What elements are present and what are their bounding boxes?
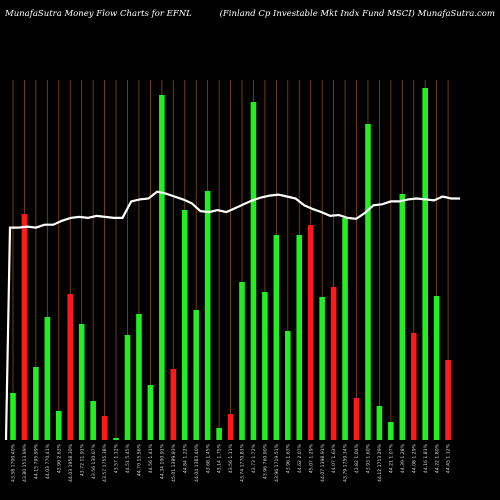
bar [422, 88, 428, 440]
bar [44, 317, 51, 440]
x-tick-label: 45.01 1389.93% [171, 443, 177, 482]
chart-title-left: MunafaSutra Money Flow Charts for EFNL [5, 9, 192, 19]
x-tick-label: 44.08 1.29% [411, 443, 417, 473]
x-tick-label: 43.58 1700.40% [11, 443, 17, 482]
bar [90, 401, 96, 440]
x-tick-label: 43.14 1.75% [217, 443, 223, 473]
bar [433, 296, 440, 440]
x-tick-label: 45.07 1.29% [308, 443, 314, 473]
x-tick-label: 44.03 770.41% [45, 443, 51, 479]
x-tick-label: 44.21 1.07% [388, 443, 394, 473]
bar [342, 218, 348, 440]
x-tick-label: 43.56 130.07% [91, 443, 97, 479]
x-tick-label: 44.51 5.45% [125, 443, 131, 473]
x-tick-label: 44.07 1.63% [331, 443, 337, 473]
bar [193, 310, 199, 440]
x-tick-label: 44.62 2.07% [297, 443, 303, 473]
bar [296, 235, 303, 440]
x-tick-label: 44.04 1383.40% [194, 443, 200, 482]
x-tick-label: 43.73 1.72% [251, 443, 257, 473]
bar [307, 225, 314, 440]
x-tick-label: 43.79 1750.34% [343, 443, 349, 482]
x-tick-label: 43.72 11.91% [79, 443, 85, 476]
bar [250, 102, 257, 440]
x-tick-label: 43.56 1.11% [228, 443, 234, 473]
bar [159, 95, 165, 440]
bar [399, 194, 406, 440]
bar [445, 360, 451, 440]
x-tick-label: 43.96 1719.51% [274, 443, 280, 482]
bar [319, 297, 325, 440]
x-tick-label: 44.15 795.99% [34, 443, 40, 479]
x-tick-label: 43.82 1.04% [354, 443, 360, 473]
x-tick-label: 44.34 100.91% [159, 443, 165, 479]
bar [285, 331, 291, 440]
bar [124, 335, 131, 440]
money-flow-line [4, 190, 460, 441]
x-tick-label: 44.45 1.12% [446, 443, 452, 473]
bar [262, 292, 268, 440]
bar [353, 398, 360, 440]
bar [67, 294, 74, 440]
x-tick-label: 43.80 1513.99% [22, 443, 28, 482]
bar [78, 324, 85, 440]
bars [10, 88, 451, 440]
x-tick-label: 44.07 1398.91% [320, 443, 326, 482]
bar [239, 282, 245, 440]
x-tick-label: 43.68 1.45% [205, 443, 211, 473]
x-tick-label: 43.93 1.60% [366, 443, 372, 473]
bar [181, 210, 188, 440]
x-tick-label: 43.96 760.90% [263, 443, 269, 479]
x-tick-label: 44.70 15.56% [137, 443, 143, 476]
x-tick-label: 44.22 1.80% [434, 443, 440, 473]
chart-title-right: (Finland Cp Investable Mkt Indx Fund MSC… [219, 9, 495, 19]
bar [56, 411, 62, 440]
x-tick-label: 43.90 2.63% [56, 443, 62, 473]
bar [227, 414, 234, 440]
bar [113, 438, 119, 440]
x-tick-label: 43.74 1770.81% [240, 443, 246, 482]
bar [10, 393, 16, 440]
bar [410, 333, 417, 440]
bar [147, 385, 154, 440]
x-tick-label: 44.39 1.28% [400, 443, 406, 473]
bar [33, 367, 39, 440]
bar [101, 416, 108, 440]
x-tick-label: 43.57 1.12% [114, 443, 120, 473]
bar [365, 124, 371, 440]
x-tick-label: 44.16 1.81% [423, 443, 429, 473]
bar [204, 191, 211, 440]
x-tick-label: 44.03 1958.30% [68, 443, 74, 482]
x-tick-label: 44.56 1.41% [148, 443, 154, 473]
bar [330, 287, 337, 440]
grid-lines [12, 80, 449, 440]
x-tick-label: 43.96 1.63% [285, 443, 291, 473]
x-tick-label: 43.57 1755.38% [102, 443, 108, 482]
x-tick-label: 44.12 1713.29% [377, 443, 383, 482]
bar [170, 369, 177, 440]
bar [21, 214, 28, 440]
x-tick-labels: 43.58 1700.40% 43.80 1513.99% 44.15 795.99… [11, 443, 452, 482]
bar [216, 428, 222, 440]
bar [388, 422, 394, 440]
bar [376, 406, 383, 440]
bar [136, 314, 142, 440]
bar [273, 235, 280, 440]
x-tick-label: 44.84 1.22% [182, 443, 188, 473]
